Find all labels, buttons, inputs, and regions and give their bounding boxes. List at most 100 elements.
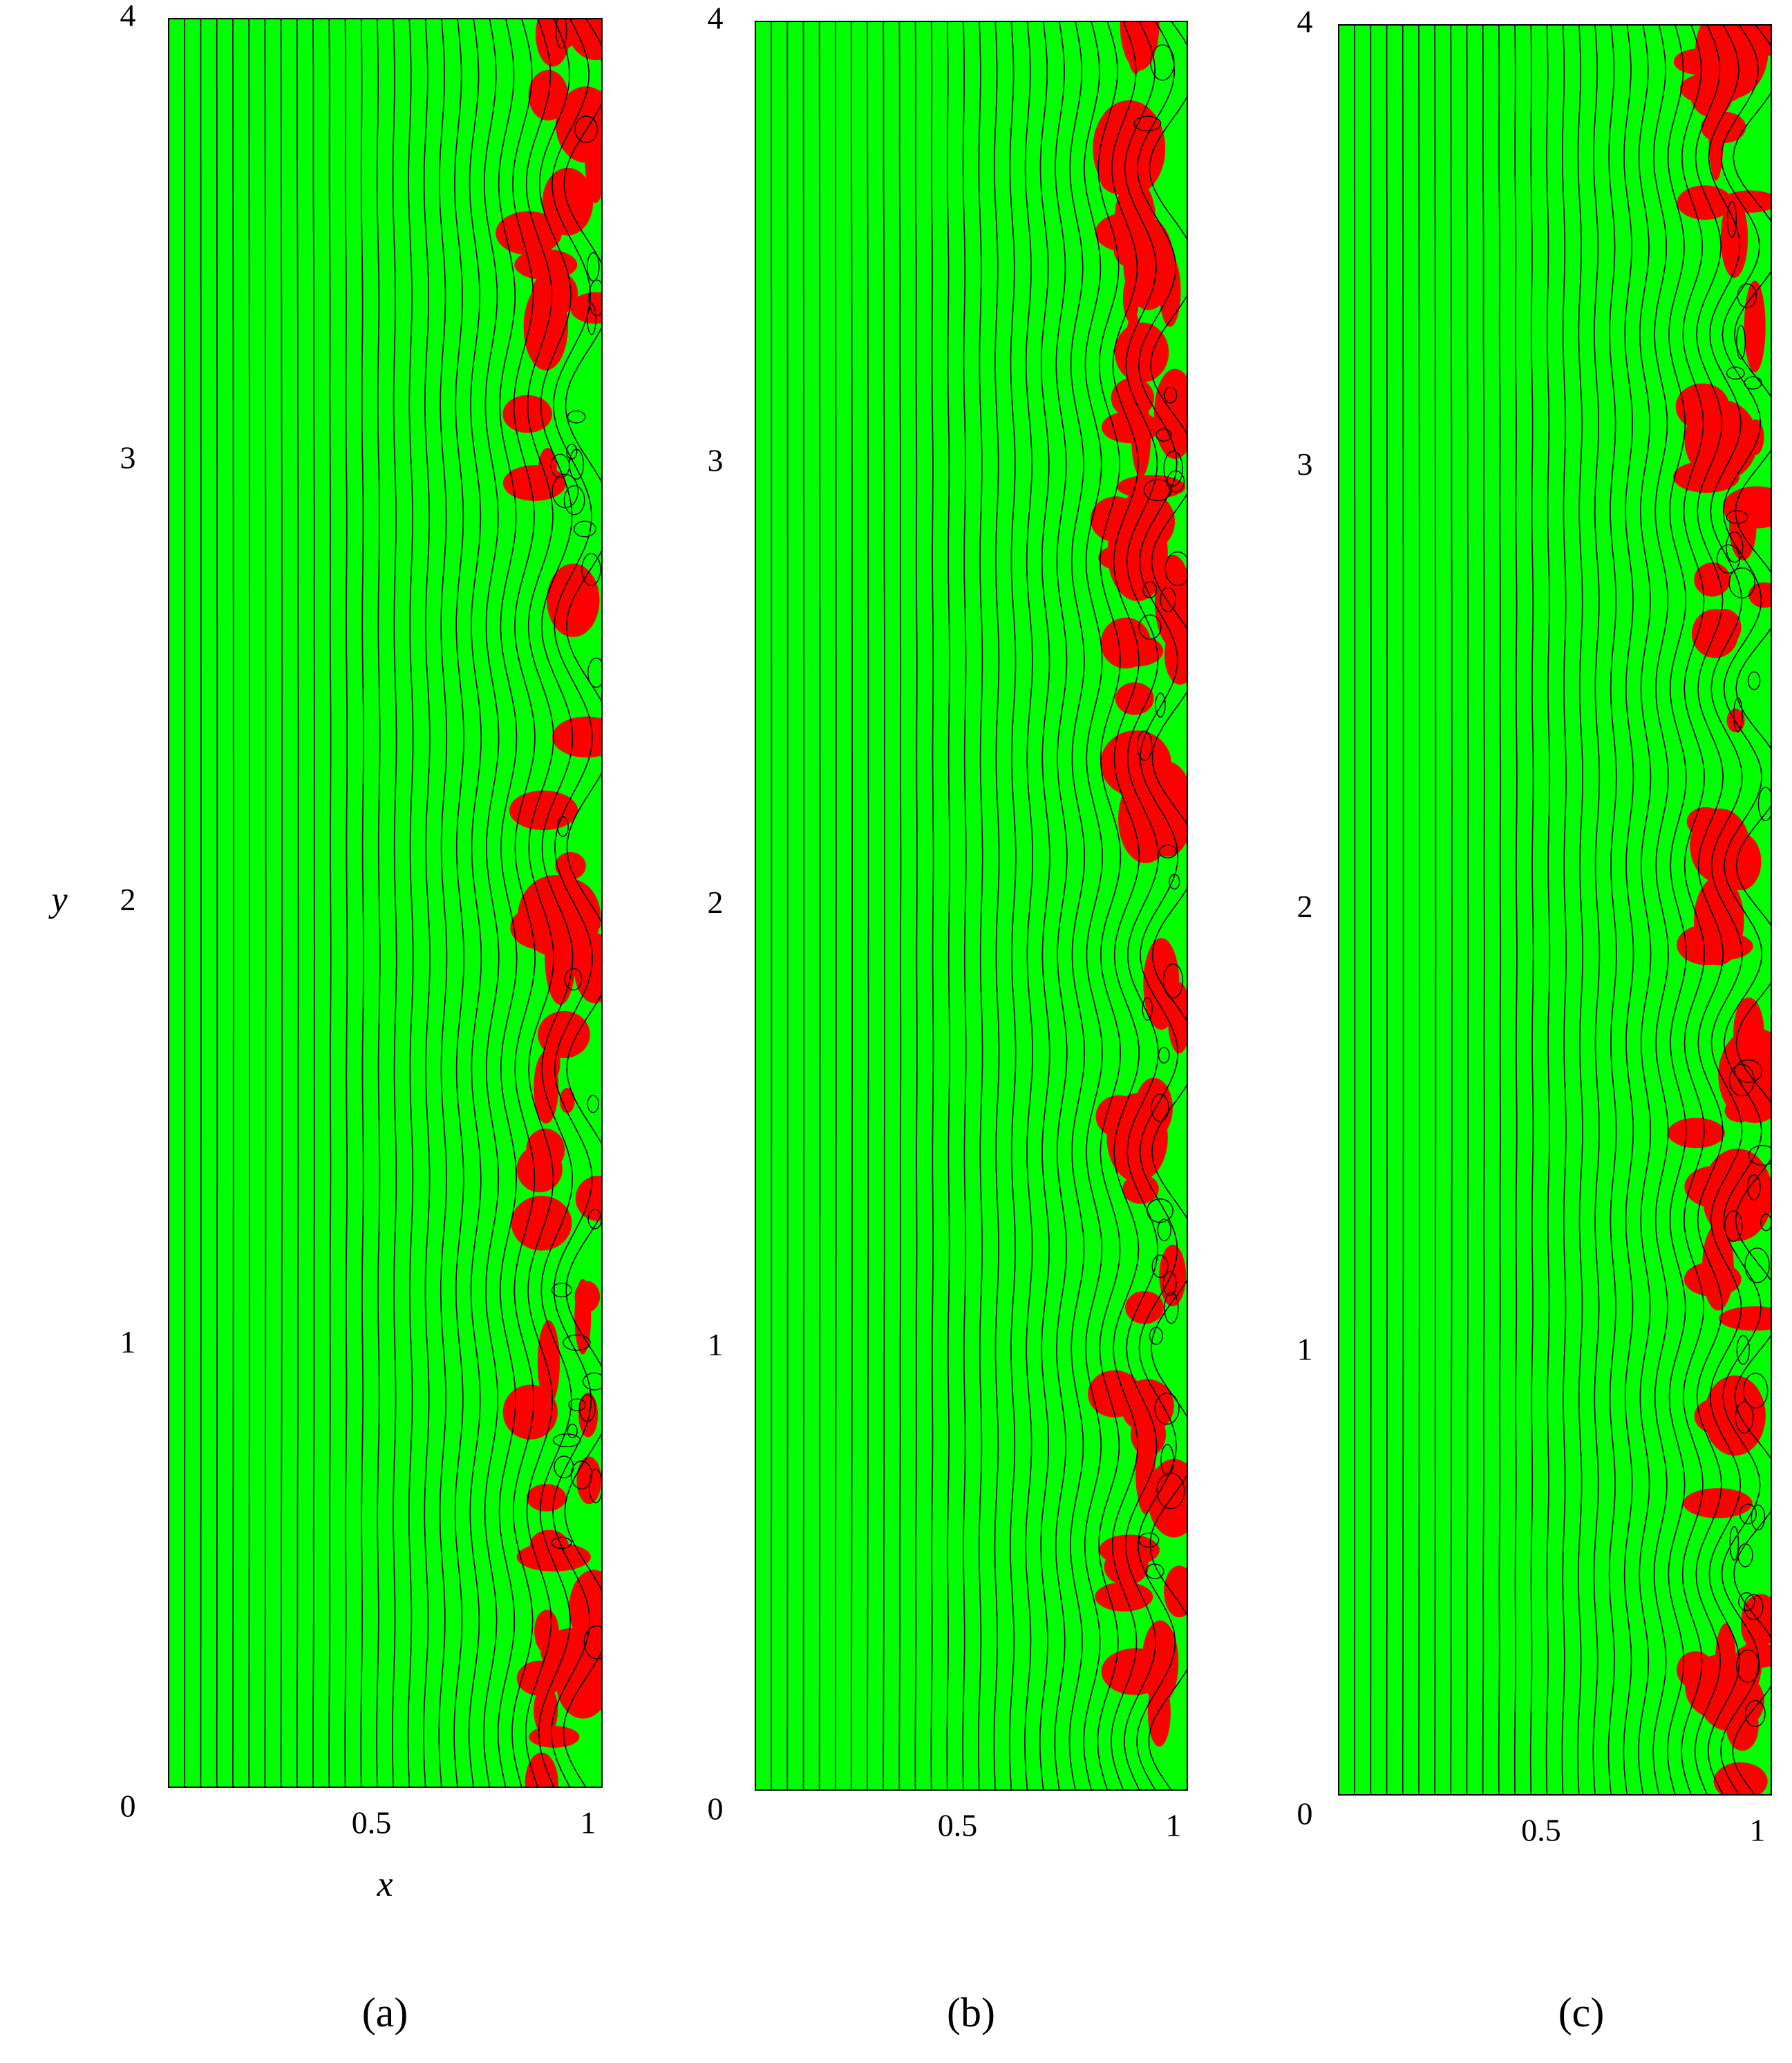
contour-loop: [578, 1394, 596, 1422]
panel: 0 1 2 3 4 0.5 1 (c): [1297, 4, 1772, 2035]
contour-line: [1148, 21, 1187, 1790]
panel-label: (c): [1558, 1990, 1605, 2035]
vortex: [1701, 1149, 1771, 1241]
contour-loop: [1163, 451, 1183, 487]
y-tick-label: 2: [120, 882, 136, 917]
contour-line: [1707, 25, 1743, 1795]
contour-line: [1667, 25, 1687, 1795]
contour-loop: [1162, 963, 1184, 999]
contour-loop: [551, 1283, 572, 1298]
contour-loop: [551, 473, 579, 509]
vortex: [509, 790, 578, 831]
contour-line: [525, 19, 554, 1787]
contour-line: [312, 19, 315, 1787]
contour-loop: [1747, 671, 1761, 690]
vortex: [1101, 1648, 1169, 1695]
contour-loop: [1156, 428, 1172, 442]
contour-loop: [1746, 1174, 1761, 1200]
vortex: [1733, 997, 1764, 1068]
contour-loop: [587, 303, 596, 335]
contour-loop: [1724, 1210, 1743, 1242]
contour-line: [200, 19, 202, 1787]
contour-line: [1024, 21, 1033, 1790]
y-tick-label: 3: [708, 442, 724, 478]
plot-area: [755, 21, 1187, 1790]
vortex: [1677, 185, 1733, 220]
contour-loop: [587, 657, 602, 688]
vortex: [576, 1456, 602, 1505]
contour-loop: [1145, 1563, 1164, 1579]
plot-frame: [755, 21, 1188, 1791]
vortex: [542, 167, 594, 236]
contour-line: [946, 21, 950, 1790]
contour-loop: [1729, 1525, 1739, 1561]
y-tick-label: 4: [1297, 4, 1313, 39]
contour-loop: [567, 1424, 578, 1438]
contour-loop: [1150, 44, 1175, 81]
contour-loop: [1736, 1649, 1760, 1683]
vortex: [1126, 21, 1145, 74]
contour-line: [376, 19, 381, 1787]
y-tick-label: 3: [120, 440, 136, 475]
y-tick-label: 3: [1297, 446, 1313, 482]
contour-loop: [1748, 1144, 1771, 1166]
vortex: [575, 1176, 602, 1221]
contour-line: [962, 21, 967, 1790]
y-tick-label: 1: [1297, 1331, 1313, 1366]
contour-line: [993, 21, 1000, 1790]
contour-line: [483, 19, 500, 1787]
contour-loop: [1151, 1254, 1169, 1279]
vortex: [1713, 1762, 1768, 1795]
contour-line: [1514, 25, 1518, 1795]
vortex: [1735, 1643, 1771, 1668]
vortex: [1131, 1412, 1167, 1456]
contour-line: [1545, 25, 1551, 1795]
vortex: [1104, 1547, 1149, 1585]
contour-loop: [1160, 587, 1176, 612]
contour-line: [280, 19, 283, 1787]
contour-loop: [587, 1095, 599, 1113]
contour-loop: [1143, 479, 1172, 502]
contour-line: [1732, 25, 1771, 1795]
contour-line: [883, 21, 885, 1790]
contour-line: [1652, 25, 1669, 1795]
contour-line: [1592, 25, 1601, 1795]
contour-loop: [573, 520, 596, 538]
contour-line: [1577, 25, 1584, 1795]
contour-line: [914, 21, 918, 1790]
vortex: [514, 249, 578, 281]
vortex: [534, 1610, 559, 1653]
vortex: [1686, 807, 1725, 837]
vortex: [1159, 1245, 1186, 1307]
vortex: [531, 270, 578, 316]
contour-line: [1638, 25, 1652, 1795]
vortex: [1673, 460, 1740, 493]
vortex: [556, 86, 602, 163]
vortex: [1095, 1582, 1153, 1612]
vortex: [1113, 233, 1154, 269]
contour-loop: [1158, 1046, 1170, 1064]
contour-loop: [567, 410, 586, 424]
contour-line: [1529, 25, 1534, 1795]
contour-line: [977, 21, 983, 1790]
vortex: [538, 1010, 590, 1059]
contour-line: [1054, 21, 1068, 1790]
contour-line: [1694, 25, 1724, 1795]
y-tick-label: 0: [120, 1789, 136, 1824]
contour-line: [802, 21, 804, 1790]
contour-loop: [1737, 1543, 1753, 1567]
vortex: [574, 1279, 592, 1355]
vortex: [1088, 1370, 1142, 1417]
vortex: [1125, 1290, 1164, 1324]
vortex: [496, 211, 562, 256]
contour-loop: [581, 553, 601, 586]
contour-line: [438, 19, 448, 1787]
vortex: [574, 933, 602, 1004]
contour-line: [328, 19, 332, 1787]
contour-line: [1681, 25, 1706, 1795]
contour-line: [296, 19, 299, 1787]
contour-line: [1498, 25, 1502, 1795]
vortex: [1694, 562, 1730, 597]
plot-frame: [1338, 24, 1772, 1796]
contour-loop: [1157, 1218, 1171, 1241]
